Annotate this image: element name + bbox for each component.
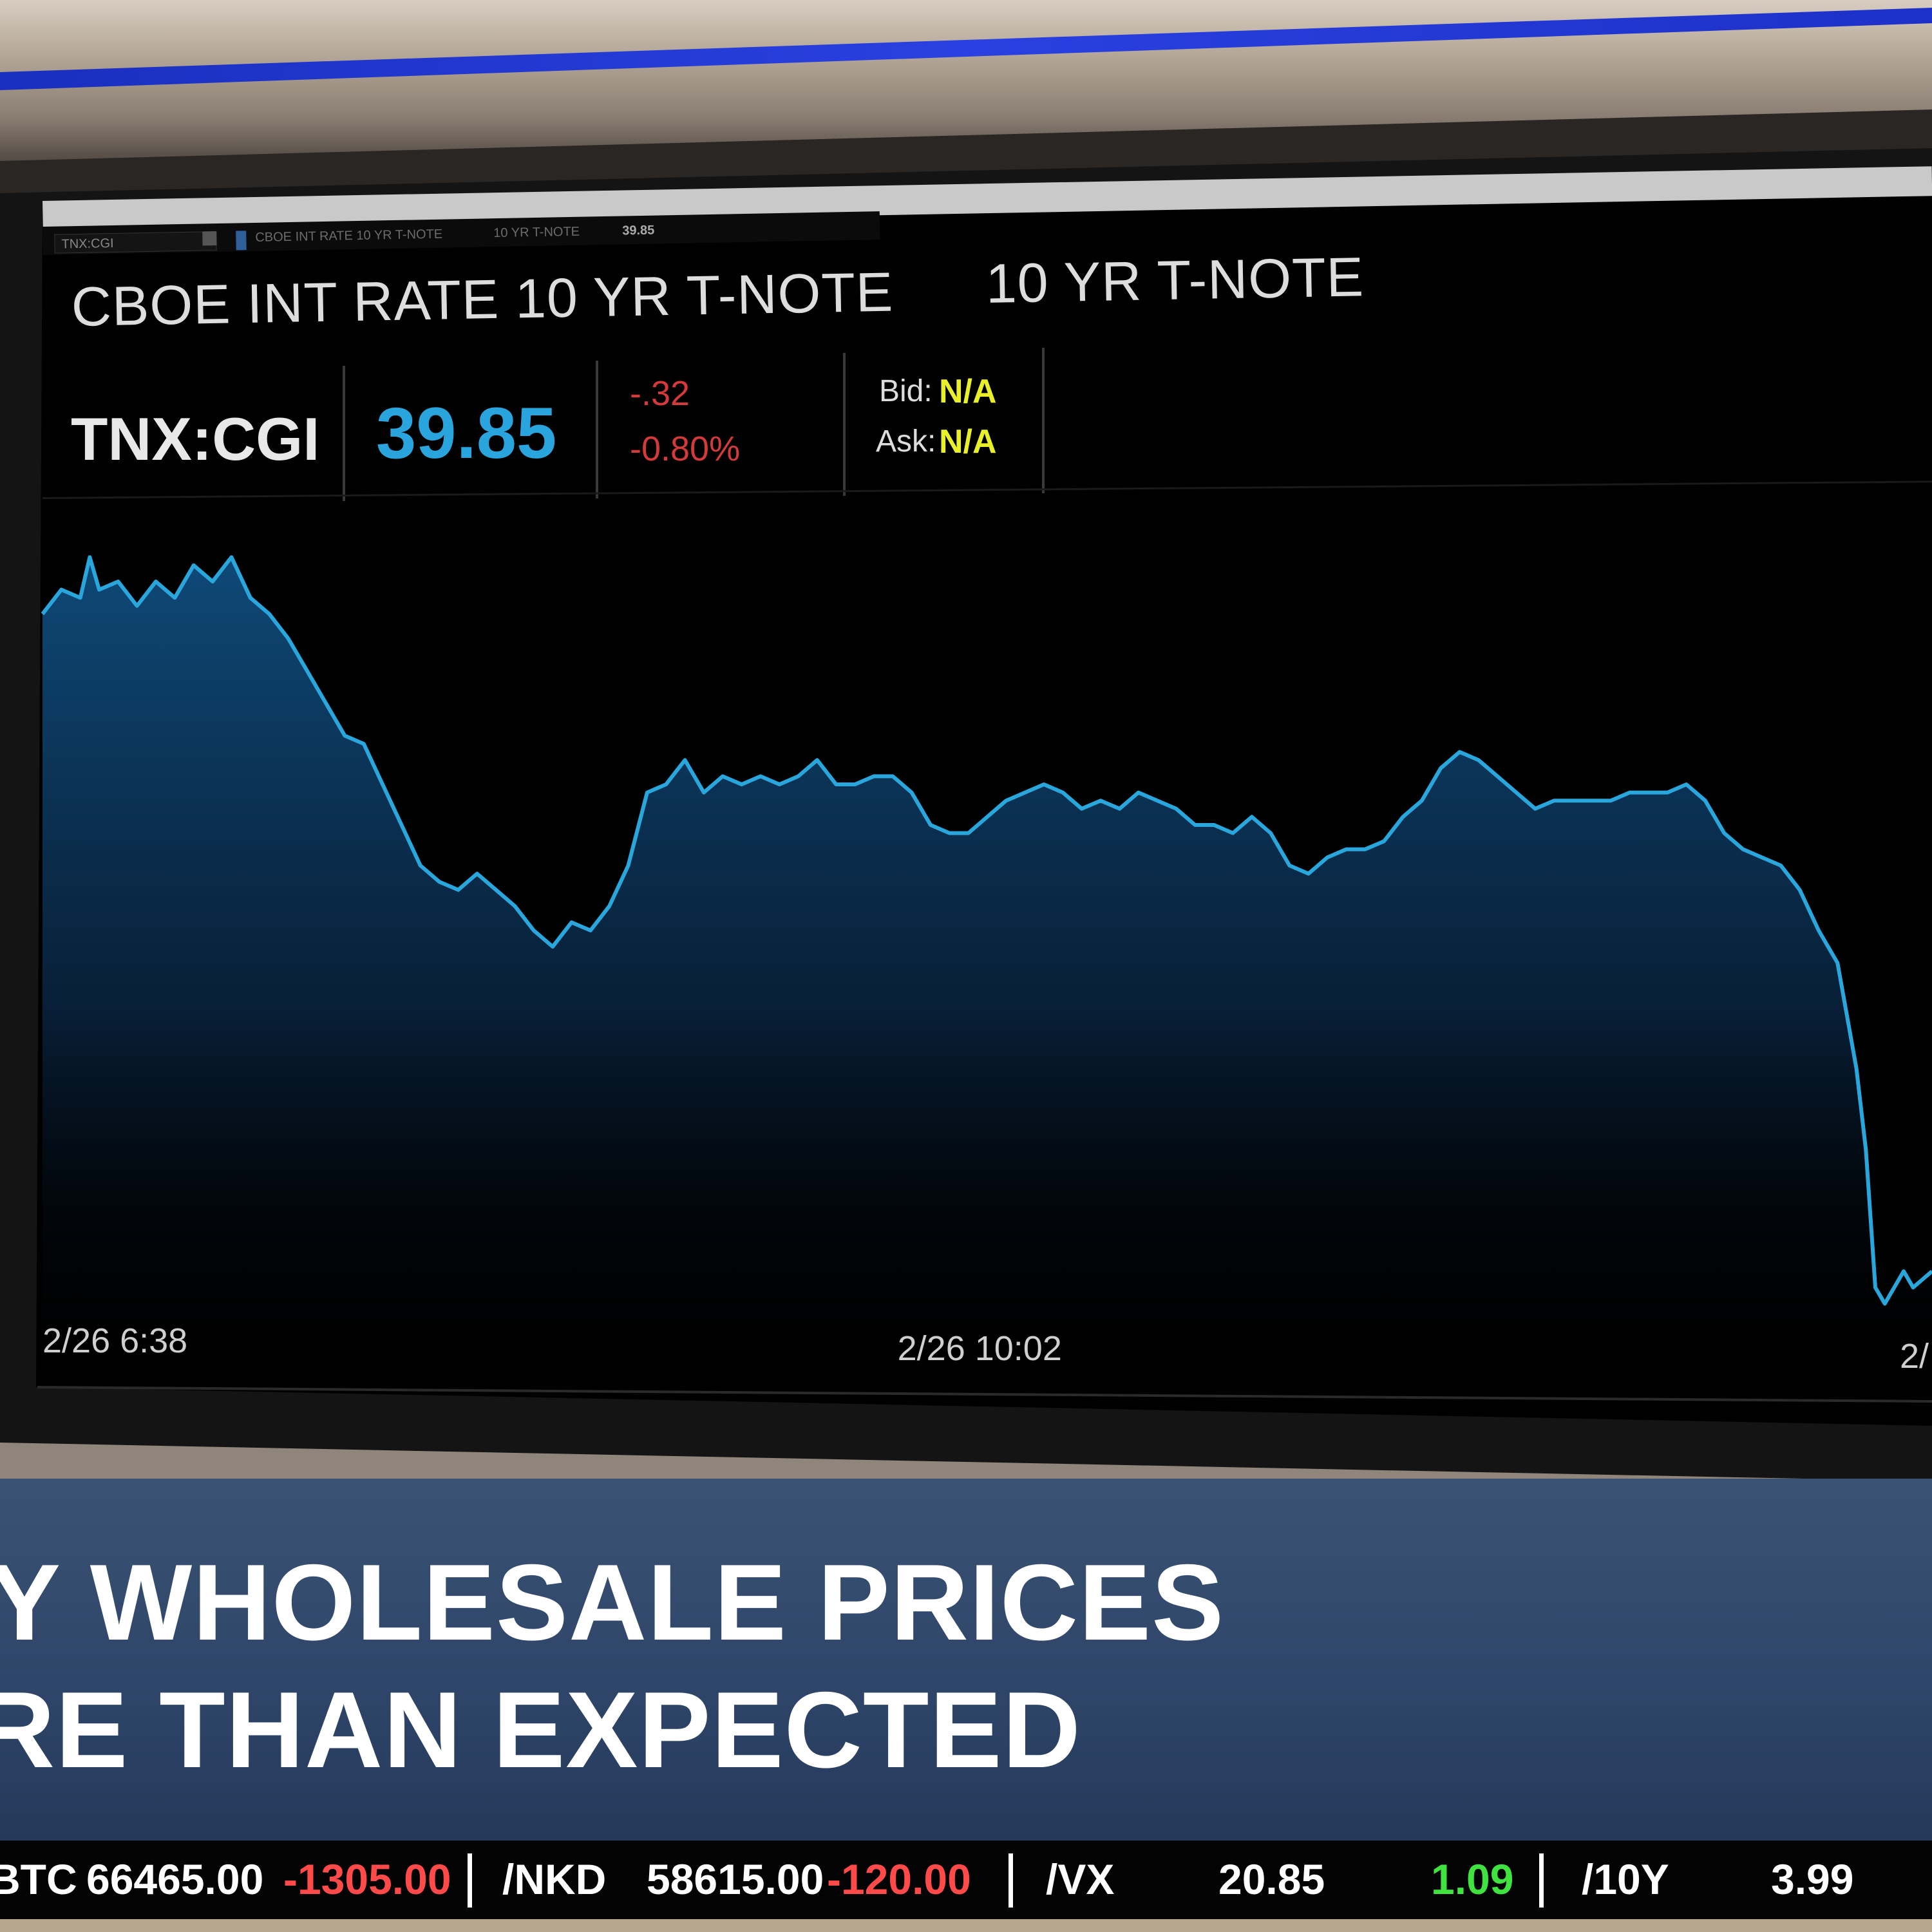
ticker-symbol: /VX [1046,1855,1115,1903]
ticker-bottom-edge [0,1919,1932,1932]
percent-change: -0.80% [630,430,741,468]
ticker-change: 1.09 [1431,1855,1514,1903]
net-change: -.32 [630,374,690,413]
bid-value: N/A [939,373,997,410]
chart-baseline [37,1386,1932,1403]
ask-value: N/A [939,423,997,460]
ticker-price: 3.99 [1771,1855,1854,1903]
quote-divider [596,361,598,498]
symbol-label: TNX:CGI [71,405,320,473]
ticker-price: 20.85 [1218,1855,1325,1903]
lower-third [0,1479,1932,1841]
headline-line-1: Y WHOLESALE PRICES [0,1542,1225,1663]
price-chart: 2/26 6:38 2/26 10:02 2/ [37,555,1932,1403]
last-price: 39.85 [376,393,557,473]
bid-label: Bid: [879,374,933,408]
headline-line-2: RE THAN EXPECTED [0,1669,1081,1790]
price-area-fill [43,557,1932,1379]
ticker-symbol: /NKD [502,1855,607,1903]
ticker-change: -1305.00 [283,1855,451,1903]
ticker-price: 66465.00 [86,1855,264,1903]
x-tick-label: 2/26 6:38 [43,1321,187,1360]
ticker-change: -120.00 [827,1855,971,1903]
quote-divider [843,353,846,496]
x-tick-label: 2/ [1900,1337,1929,1376]
ticker-price: 58615.00 [647,1855,824,1903]
ticker-divider [1539,1853,1544,1908]
ticker-divider [1009,1853,1013,1908]
price-line [41,555,1932,1306]
x-tick-label: 2/26 10:02 [898,1329,1062,1368]
quote-divider [1042,348,1045,493]
quote-divider [343,366,345,501]
ticker-symbol: BTC [0,1855,77,1903]
ticker-bar: BTC 66465.00 -1305.00 /NKD 58615.00 -120… [0,1841,1932,1919]
ticker-divider [468,1853,472,1908]
ask-label: Ask: [876,424,936,459]
ticker-symbol: /10Y [1582,1855,1669,1903]
